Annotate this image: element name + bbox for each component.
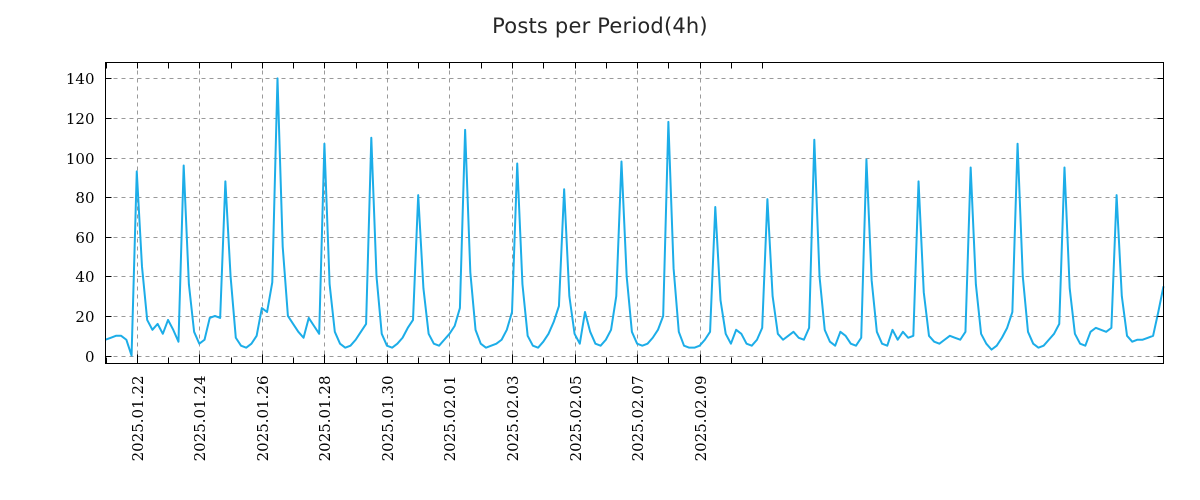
y-tick-label: 20 xyxy=(75,308,94,326)
x-tick-label: 2025.01.30 xyxy=(379,376,397,462)
series-layer xyxy=(105,77,1165,357)
axis-frame-layer xyxy=(104,61,1165,365)
x-tick-label: 2025.02.01 xyxy=(441,376,459,462)
x-tick-label: 2025.02.03 xyxy=(504,376,522,462)
y-tick-label: 140 xyxy=(66,70,95,88)
series-line-posts-per-period xyxy=(105,77,1165,357)
x-tick-label: 2025.01.22 xyxy=(129,376,147,462)
y-tick-label: 60 xyxy=(75,229,94,247)
x-tick-label: 2025.01.24 xyxy=(191,376,209,462)
gridlines-layer xyxy=(105,62,1164,364)
y-axis-labels: 0 20 40 60 80 100 120 140 xyxy=(66,70,95,366)
x-axis-labels: 2025.01.22 2025.01.24 2025.01.26 2025.01.28… xyxy=(129,376,710,462)
tick-layer xyxy=(105,62,1164,364)
x-tick-label: 2025.01.28 xyxy=(316,376,334,462)
y-tick-label: 0 xyxy=(85,348,95,366)
y-tick-label: 100 xyxy=(66,150,95,168)
chart-title: Posts per Period(4h) xyxy=(492,14,708,38)
x-tick-label: 2025.02.05 xyxy=(567,376,585,462)
plot-frame xyxy=(104,61,1165,365)
y-tick-label: 120 xyxy=(66,110,95,128)
x-tick-label: 2025.02.09 xyxy=(692,376,710,462)
x-tick-label: 2025.01.26 xyxy=(254,376,272,462)
y-tick-label: 80 xyxy=(75,189,94,207)
x-tick-label: 2025.02.07 xyxy=(629,376,647,462)
y-tick-label: 40 xyxy=(75,268,94,286)
